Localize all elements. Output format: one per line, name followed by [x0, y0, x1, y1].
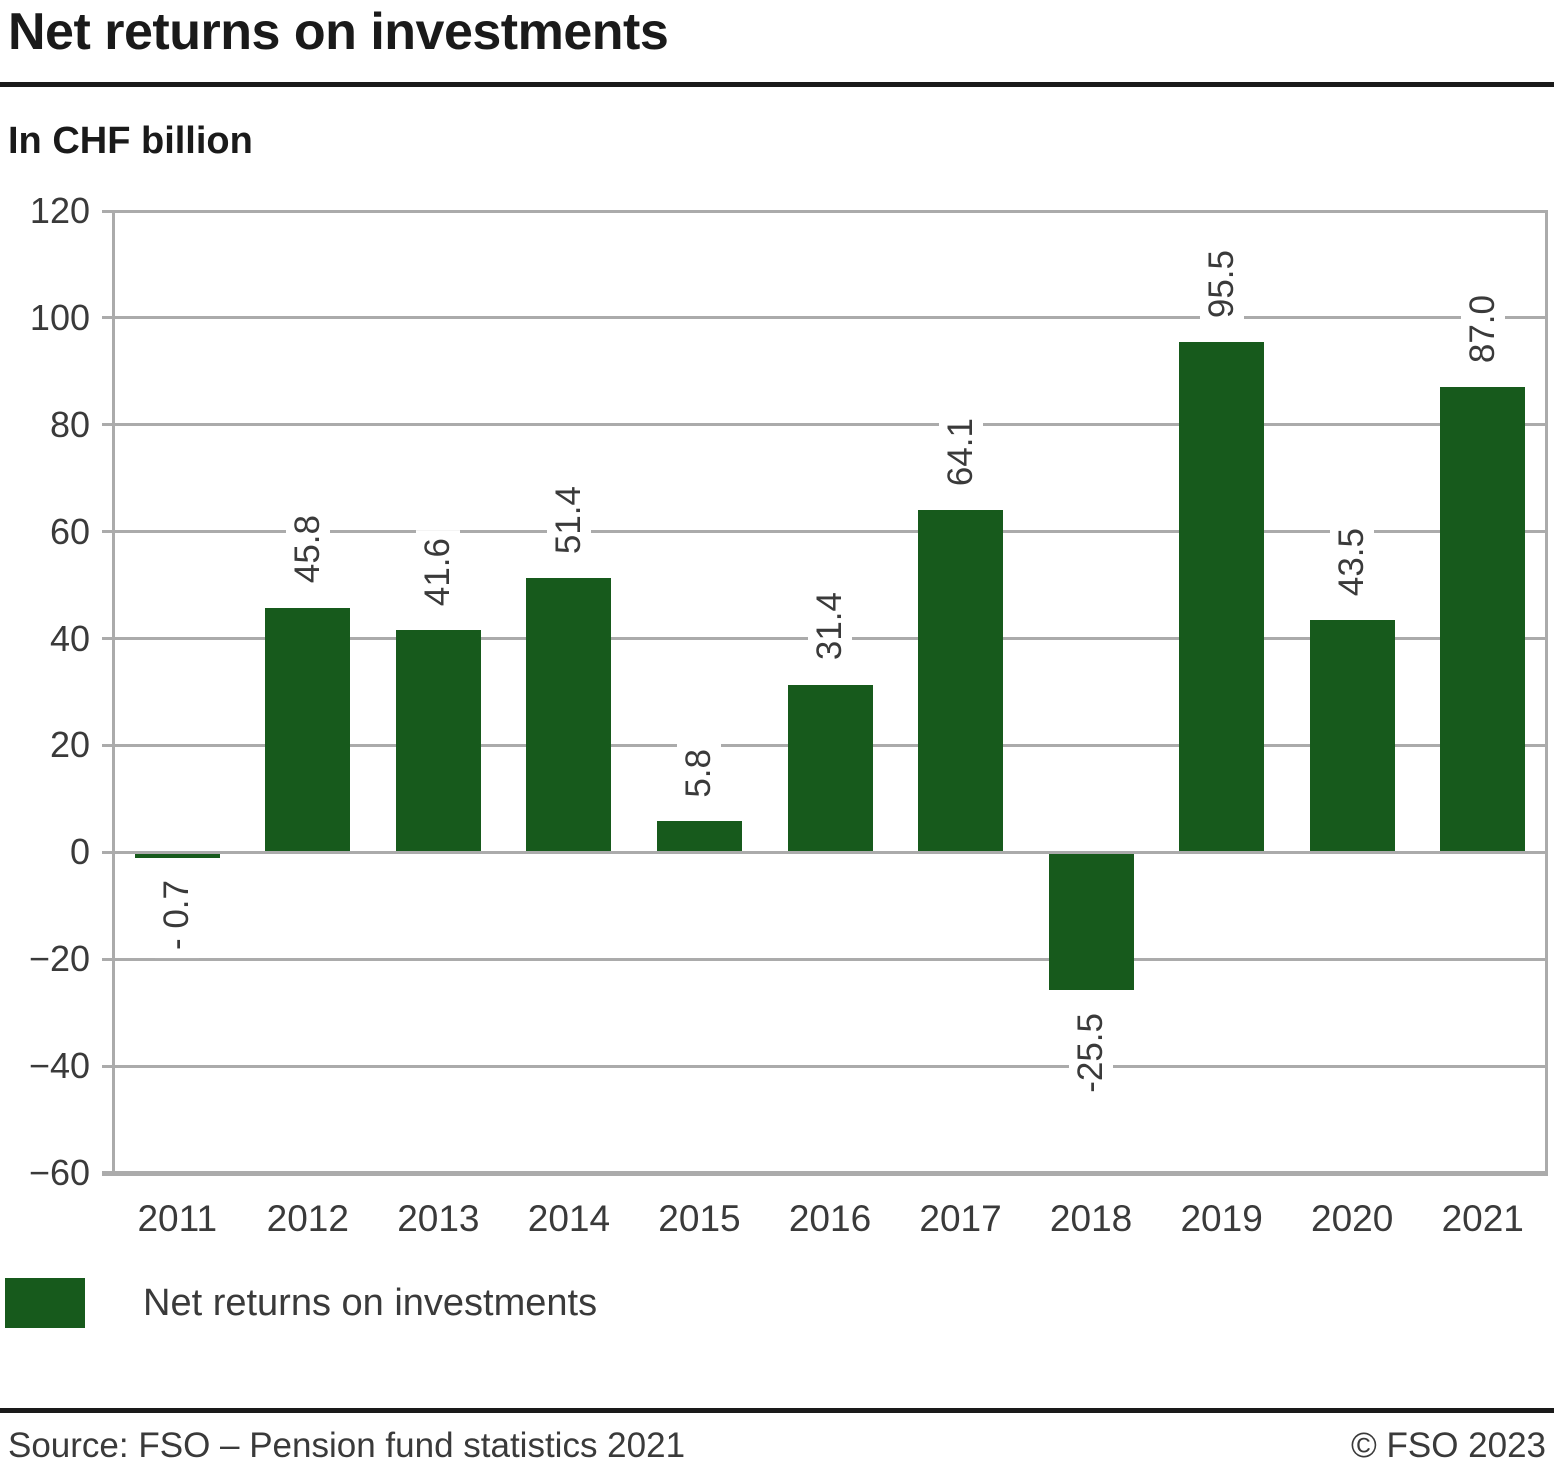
title-divider: [0, 82, 1554, 87]
footer: Source: FSO – Pension fund statistics 20…: [8, 1424, 1546, 1468]
bar-value-label-2014: 51.4: [546, 477, 591, 562]
bar-value-label-2011: - 0.7: [155, 872, 200, 959]
bar-2014: [526, 577, 612, 851]
x-tick-label-2012: 2012: [266, 1198, 349, 1239]
bar-value-label-2019: 95.5: [1199, 241, 1244, 326]
x-tick-label-2013: 2013: [397, 1198, 480, 1239]
gridline--20: [102, 957, 1548, 961]
bar-value-label-2021: 87.0: [1460, 287, 1505, 372]
y-axis-line: [112, 211, 115, 1173]
plot-right-border: [1545, 211, 1548, 1173]
legend-swatch: [5, 1278, 85, 1328]
bar-value-label-2018: -25.5: [1069, 1004, 1114, 1101]
y-tick-label-100: 100: [29, 296, 90, 338]
bar-2019: [1179, 341, 1265, 851]
bar-value-label-2013: 41.6: [416, 529, 461, 615]
y-tick-label-80: 80: [49, 403, 90, 445]
plot-area: 120 100 80 60 40 20 0 −20 −40 −60 - 0.7 2011 45.8 201…: [29, 190, 1548, 1239]
bar-value-label-2012: 45.8: [285, 507, 330, 592]
legend: Net returns on investments: [5, 1278, 597, 1328]
bar-2015: [656, 821, 742, 851]
x-tick-label-2018: 2018: [1049, 1198, 1133, 1239]
copyright-text: © FSO 2023: [1350, 1426, 1546, 1465]
bar-value-label-2015: 5.8: [677, 740, 722, 806]
chart-title: Net returns on investments: [8, 3, 669, 61]
bar-value-label-2017: 64.1: [938, 409, 983, 494]
bar-2020: [1309, 619, 1395, 851]
x-tick-label-2021: 2021: [1441, 1198, 1524, 1239]
x-tick-label-2015: 2015: [658, 1198, 741, 1239]
x-tick-label-2020: 2020: [1311, 1198, 1394, 1239]
source-text: Source: FSO – Pension fund statistics 20…: [8, 1426, 686, 1465]
bar-value-label-2020: 43.5: [1330, 519, 1375, 604]
y-tick-label-120: 120: [29, 190, 90, 231]
x-tick-label-2019: 2019: [1180, 1198, 1263, 1239]
bar-2013: [395, 630, 481, 851]
y-tick-label--60: −60: [28, 1152, 90, 1193]
y-tick-label-40: 40: [49, 617, 90, 659]
gridline-100: [102, 316, 1548, 320]
y-tick-label-20: 20: [49, 724, 90, 766]
gridline-60: [102, 530, 1548, 534]
gridline--40: [102, 1064, 1548, 1068]
bar-2016: [787, 684, 873, 851]
bar-2021: [1440, 387, 1526, 851]
x-tick-label-2014: 2014: [527, 1198, 611, 1239]
gridline-0: [102, 850, 1548, 854]
footer-divider: [0, 1408, 1554, 1413]
y-tick-label--20: −20: [28, 938, 90, 980]
x-tick-label-2016: 2016: [788, 1198, 872, 1239]
y-tick-label--40: −40: [28, 1045, 90, 1087]
bar-2018: [1048, 853, 1134, 991]
chart-subtitle: In CHF billion: [8, 120, 253, 162]
bar-2012: [265, 607, 351, 851]
y-tick-label-60: 60: [49, 510, 90, 552]
gridline--60: [102, 1170, 1548, 1176]
bar-value-label-2016: 31.4: [808, 584, 852, 669]
bar-2017: [918, 509, 1004, 851]
legend-label: Net returns on investments: [143, 1282, 598, 1324]
gridline-80: [102, 423, 1548, 427]
gridline-120: [102, 209, 1548, 213]
bar-2011: [134, 853, 220, 858]
x-tick-label-2011: 2011: [137, 1198, 218, 1239]
y-tick-label-0: 0: [69, 831, 90, 873]
x-tick-label-2017: 2017: [919, 1198, 1002, 1239]
